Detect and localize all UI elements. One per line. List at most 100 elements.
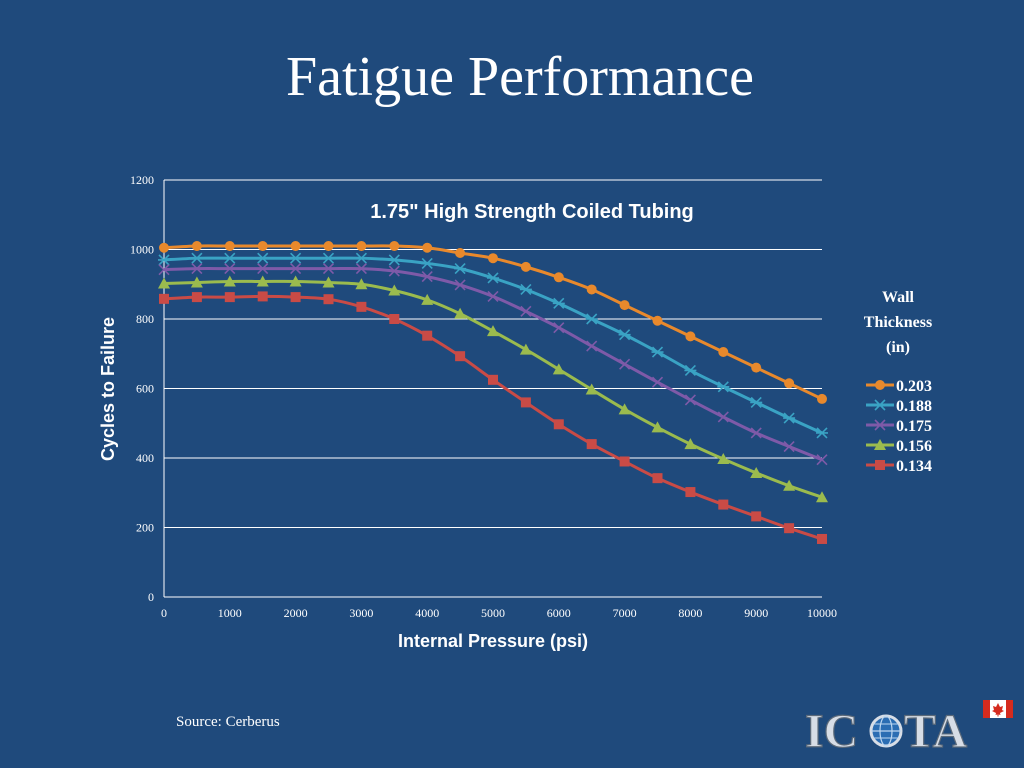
data-point bbox=[257, 291, 268, 302]
data-point bbox=[191, 263, 203, 275]
x-tick-label: 10000 bbox=[807, 606, 837, 620]
data-point bbox=[455, 247, 466, 258]
data-point bbox=[322, 263, 335, 275]
data-point bbox=[488, 374, 498, 385]
data-point bbox=[355, 263, 367, 275]
data-point bbox=[257, 241, 268, 252]
legend: Wall Thickness (in) 0.203 0.188 0.175 0.156 0.1… bbox=[864, 289, 932, 475]
canada-flag-icon bbox=[983, 700, 1013, 718]
data-point bbox=[651, 346, 664, 358]
data-point bbox=[783, 412, 796, 424]
data-point bbox=[652, 315, 663, 326]
logo-text-right: TA bbox=[904, 705, 967, 755]
legend-marker bbox=[874, 399, 886, 411]
legend-label: 0.156 bbox=[896, 438, 932, 455]
data-point bbox=[256, 252, 269, 264]
data-point bbox=[488, 253, 498, 264]
data-point bbox=[718, 347, 729, 358]
data-point bbox=[422, 242, 433, 253]
data-point bbox=[224, 263, 236, 275]
data-point bbox=[289, 275, 302, 287]
data-point bbox=[389, 241, 400, 252]
gridlines bbox=[164, 179, 822, 528]
legend-label: 0.134 bbox=[896, 458, 932, 475]
globe-icon bbox=[869, 714, 903, 748]
data-point bbox=[685, 331, 696, 342]
data-point bbox=[355, 278, 368, 290]
data-point bbox=[421, 257, 434, 269]
x-tick-label: 3000 bbox=[349, 606, 373, 620]
y-tick-label: 200 bbox=[136, 521, 154, 535]
legend-item: 0.134 bbox=[866, 458, 932, 475]
data-point bbox=[685, 487, 696, 498]
fatigue-chart: 0 200 400 600 800 1000 1200 0 1000 2000 3000 4000 50… bbox=[98, 173, 932, 651]
data-point bbox=[552, 297, 565, 309]
y-tick-label: 1200 bbox=[130, 173, 154, 187]
y-tick-label: 800 bbox=[136, 312, 154, 326]
x-tick-label: 9000 bbox=[744, 606, 768, 620]
data-point bbox=[519, 343, 532, 355]
series-line bbox=[163, 279, 823, 499]
data-point bbox=[224, 292, 235, 303]
data-point bbox=[684, 438, 697, 450]
data-point bbox=[223, 252, 236, 264]
series-lines bbox=[158, 241, 828, 544]
x-axis-label: Internal Pressure (psi) bbox=[398, 631, 588, 651]
x-tick-label: 4000 bbox=[415, 606, 439, 620]
data-point bbox=[223, 275, 236, 287]
legend-marker bbox=[874, 419, 886, 431]
data-point bbox=[454, 279, 466, 291]
data-point bbox=[322, 252, 335, 264]
data-point bbox=[552, 363, 565, 375]
legend-item: 0.188 bbox=[866, 398, 932, 415]
data-point bbox=[159, 242, 169, 253]
data-point bbox=[290, 241, 301, 252]
data-point bbox=[816, 427, 828, 439]
legend-item: 0.203 bbox=[866, 378, 932, 395]
data-point bbox=[784, 378, 795, 389]
data-point bbox=[356, 301, 367, 312]
data-point bbox=[421, 271, 433, 283]
data-point bbox=[323, 294, 334, 305]
legend-label: 0.188 bbox=[896, 398, 932, 415]
data-point bbox=[553, 419, 564, 430]
data-point bbox=[290, 292, 301, 303]
data-point bbox=[750, 427, 762, 439]
x-tick-label: 6000 bbox=[547, 606, 571, 620]
data-point bbox=[389, 314, 400, 324]
data-point bbox=[585, 383, 598, 395]
y-axis-label: Cycles to Failure bbox=[98, 317, 118, 461]
data-point bbox=[618, 329, 631, 341]
legend-title: Wall bbox=[882, 289, 915, 306]
data-point bbox=[422, 330, 433, 341]
data-point bbox=[158, 277, 170, 289]
data-point bbox=[618, 403, 631, 415]
y-tick-label: 600 bbox=[136, 382, 154, 396]
y-tick-label: 0 bbox=[148, 590, 154, 604]
data-point bbox=[158, 254, 170, 266]
data-point bbox=[651, 376, 664, 388]
data-point bbox=[553, 272, 564, 283]
y-tick-label: 1000 bbox=[130, 243, 154, 257]
legend-item: 0.175 bbox=[866, 418, 932, 435]
data-point bbox=[323, 241, 334, 252]
data-point bbox=[717, 381, 730, 393]
data-point bbox=[585, 313, 598, 325]
x-tick-label: 8000 bbox=[678, 606, 702, 620]
data-point bbox=[520, 305, 532, 317]
data-point bbox=[454, 263, 467, 275]
data-point bbox=[455, 351, 466, 362]
data-point bbox=[750, 396, 763, 408]
data-point bbox=[817, 533, 827, 544]
data-point bbox=[619, 358, 631, 370]
data-point bbox=[191, 241, 202, 252]
series-0.188 bbox=[158, 252, 828, 439]
data-point bbox=[388, 284, 401, 296]
legend-marker bbox=[875, 380, 885, 390]
data-point bbox=[783, 479, 796, 491]
series-0.134 bbox=[159, 291, 827, 544]
data-point bbox=[619, 456, 630, 467]
y-tick-label: 400 bbox=[136, 451, 154, 465]
data-point bbox=[553, 322, 565, 334]
data-point bbox=[684, 394, 696, 406]
